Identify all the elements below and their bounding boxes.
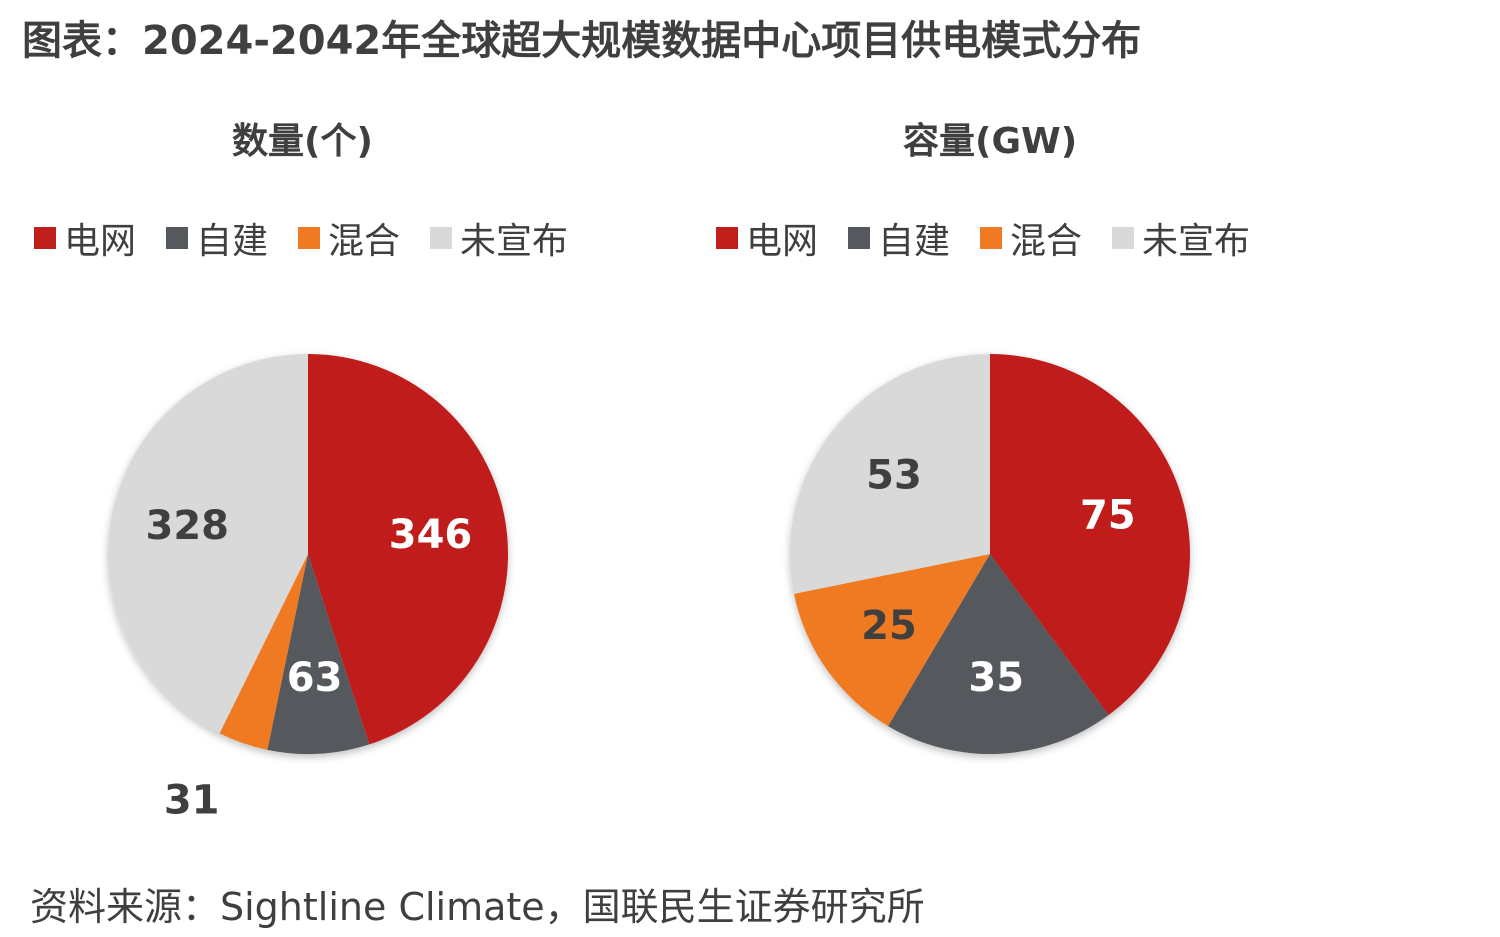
legend-item-unannounced: 未宣布 [1112,212,1250,264]
chart-title-capacity: 容量(GW) [903,121,1078,162]
source-note: 资料来源：Sightline Climate，国联民生证券研究所 [30,885,925,929]
legend-label-unannounced: 未宣布 [460,221,569,262]
pie-slice-self [888,554,1109,755]
legend-swatch-grid [34,227,56,249]
data-label-grid: 75 [1080,492,1136,538]
pie-capacity: 75 35 25 53 [790,354,1191,755]
legend-item-self: 自建 [848,212,950,264]
pie-slice-self [267,554,370,754]
legend-swatch-hybrid [980,227,1003,249]
page-title: 图表：2024-2042年全球超大规模数据中心项目供电模式分布 [22,18,1142,64]
legend-item-hybrid: 混合 [298,212,400,264]
legend-capacity: 电网 自建 混合 未宣布 [716,212,1280,264]
data-label-unannounced: 53 [866,453,922,499]
data-label-hybrid: 25 [861,603,917,649]
legend-label-grid: 电网 [64,221,137,262]
legend-label-unannounced: 未宣布 [1142,221,1251,262]
legend-count: 电网 自建 混合 未宣布 [34,212,598,264]
data-label-hybrid: 31 [164,777,220,823]
legend-item-unannounced: 未宣布 [430,212,568,264]
legend-label-hybrid: 混合 [328,221,401,262]
legend-item-hybrid: 混合 [980,212,1082,264]
legend-swatch-grid [716,227,738,249]
pie-slice-unannounced [107,353,308,734]
legend-label-grid: 电网 [746,221,819,262]
pie-slice-grid [990,354,1191,716]
legend-label-self: 自建 [196,221,269,262]
pie-slice-hybrid [794,554,990,727]
data-label-grid: 346 [389,512,473,558]
pie-slice-hybrid [219,554,308,750]
pie-slice-unannounced [790,354,990,594]
legend-swatch-unannounced [430,227,453,249]
pie-slices [107,353,508,754]
legend-swatch-self [166,227,189,249]
data-label-self: 35 [968,655,1024,701]
legend-label-hybrid: 混合 [1010,221,1083,262]
legend-swatch-hybrid [298,227,321,249]
data-label-self: 63 [287,655,343,701]
legend-label-self: 自建 [878,221,951,262]
legend-swatch-unannounced [1112,227,1135,249]
pie-slices [790,354,1191,755]
pie-count: 346 63 31 328 [107,353,508,823]
pie-slice-grid [308,354,508,745]
legend-item-grid: 电网 [34,212,136,264]
chart-title-count: 数量(个) [232,121,373,162]
legend-item-grid: 电网 [716,212,818,264]
legend-swatch-self [848,227,871,249]
legend-item-self: 自建 [166,212,268,264]
data-label-unannounced: 328 [145,503,229,549]
